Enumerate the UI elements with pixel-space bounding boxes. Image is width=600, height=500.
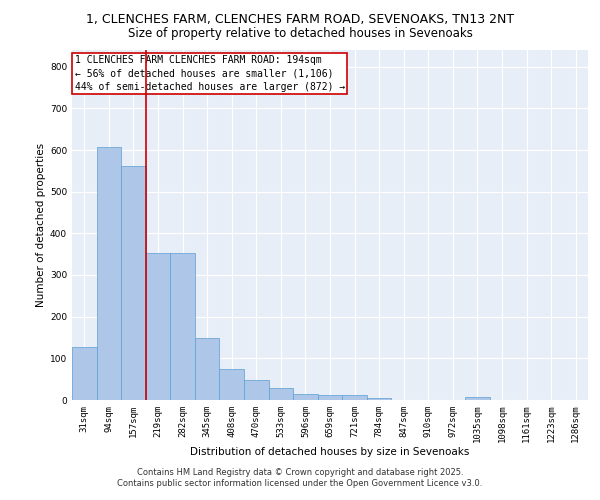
X-axis label: Distribution of detached houses by size in Sevenoaks: Distribution of detached houses by size … — [190, 446, 470, 456]
Bar — [244, 380, 269, 400]
Bar — [170, 254, 195, 400]
Bar — [293, 394, 318, 400]
Bar — [72, 346, 97, 400]
Bar — [146, 254, 170, 400]
Text: Contains HM Land Registry data © Crown copyright and database right 2025.
Contai: Contains HM Land Registry data © Crown c… — [118, 468, 482, 487]
Bar — [465, 397, 490, 400]
Bar — [97, 147, 121, 400]
Bar — [269, 388, 293, 400]
Bar — [195, 338, 220, 400]
Bar — [367, 398, 391, 400]
Text: Size of property relative to detached houses in Sevenoaks: Size of property relative to detached ho… — [128, 28, 472, 40]
Bar — [318, 395, 342, 400]
Y-axis label: Number of detached properties: Number of detached properties — [36, 143, 46, 307]
Bar — [342, 395, 367, 400]
Text: 1 CLENCHES FARM CLENCHES FARM ROAD: 194sqm
← 56% of detached houses are smaller : 1 CLENCHES FARM CLENCHES FARM ROAD: 194s… — [74, 56, 345, 92]
Bar — [121, 166, 146, 400]
Text: 1, CLENCHES FARM, CLENCHES FARM ROAD, SEVENOAKS, TN13 2NT: 1, CLENCHES FARM, CLENCHES FARM ROAD, SE… — [86, 12, 514, 26]
Bar — [220, 369, 244, 400]
